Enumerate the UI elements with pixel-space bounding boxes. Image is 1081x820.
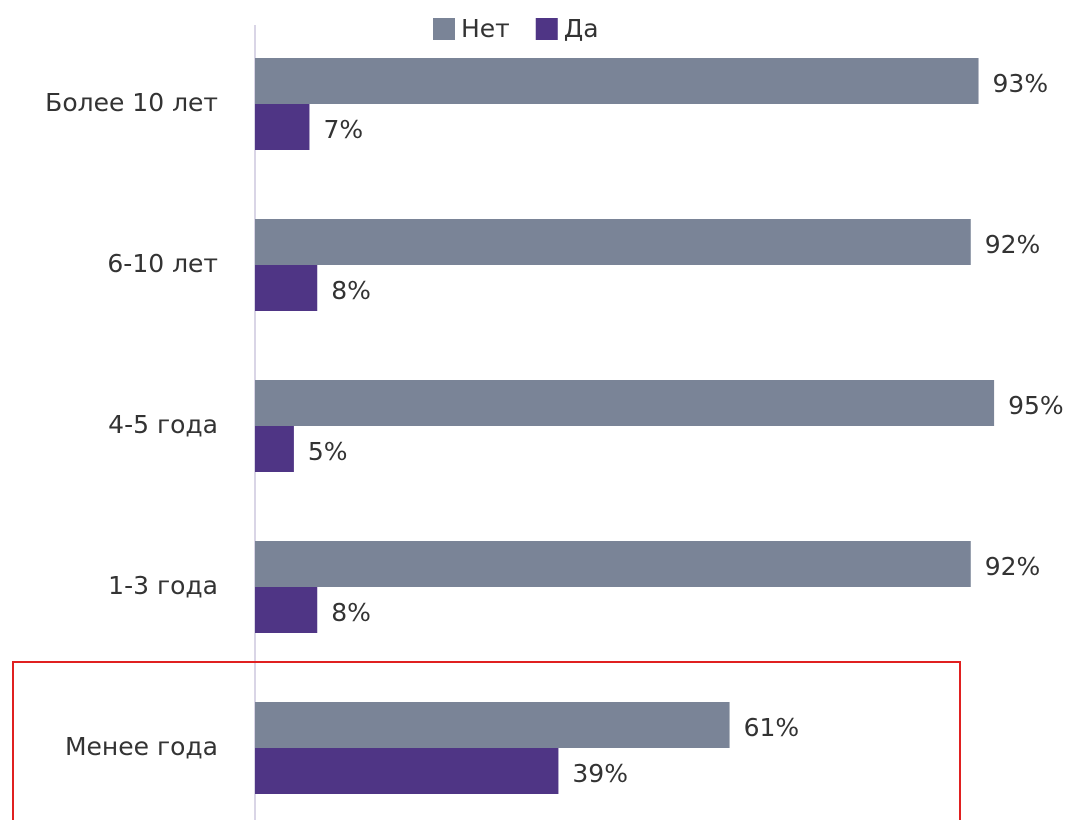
- category-label: Более 10 лет: [45, 88, 218, 117]
- value-label: 5%: [308, 437, 348, 466]
- bar: [255, 104, 310, 150]
- value-label: 39%: [572, 759, 628, 788]
- bar: [255, 587, 318, 633]
- bar: [255, 58, 979, 104]
- value-label: 92%: [985, 230, 1041, 259]
- bar: [255, 219, 971, 265]
- value-label: 93%: [993, 69, 1049, 98]
- legend-swatch: [535, 18, 558, 40]
- value-label: 7%: [323, 115, 363, 144]
- value-label: 95%: [1008, 391, 1064, 420]
- category-label: 4-5 года: [108, 410, 218, 439]
- bar: [255, 265, 318, 311]
- bar: [255, 426, 294, 472]
- highlight-box: [12, 661, 961, 820]
- value-label: 8%: [331, 276, 371, 305]
- bar: [255, 702, 730, 748]
- bar: [255, 748, 559, 794]
- category-label: 1-3 года: [108, 571, 218, 600]
- category-label: 6-10 лет: [107, 249, 218, 278]
- category-label: Менее года: [65, 732, 218, 761]
- value-label: 8%: [331, 598, 371, 627]
- bar: [255, 380, 995, 426]
- legend-swatch: [433, 18, 455, 40]
- value-label: 61%: [744, 713, 800, 742]
- legend-label: Да: [564, 14, 599, 43]
- bar: [255, 541, 971, 587]
- legend-label: Нет: [461, 14, 510, 43]
- value-label: 92%: [985, 552, 1041, 581]
